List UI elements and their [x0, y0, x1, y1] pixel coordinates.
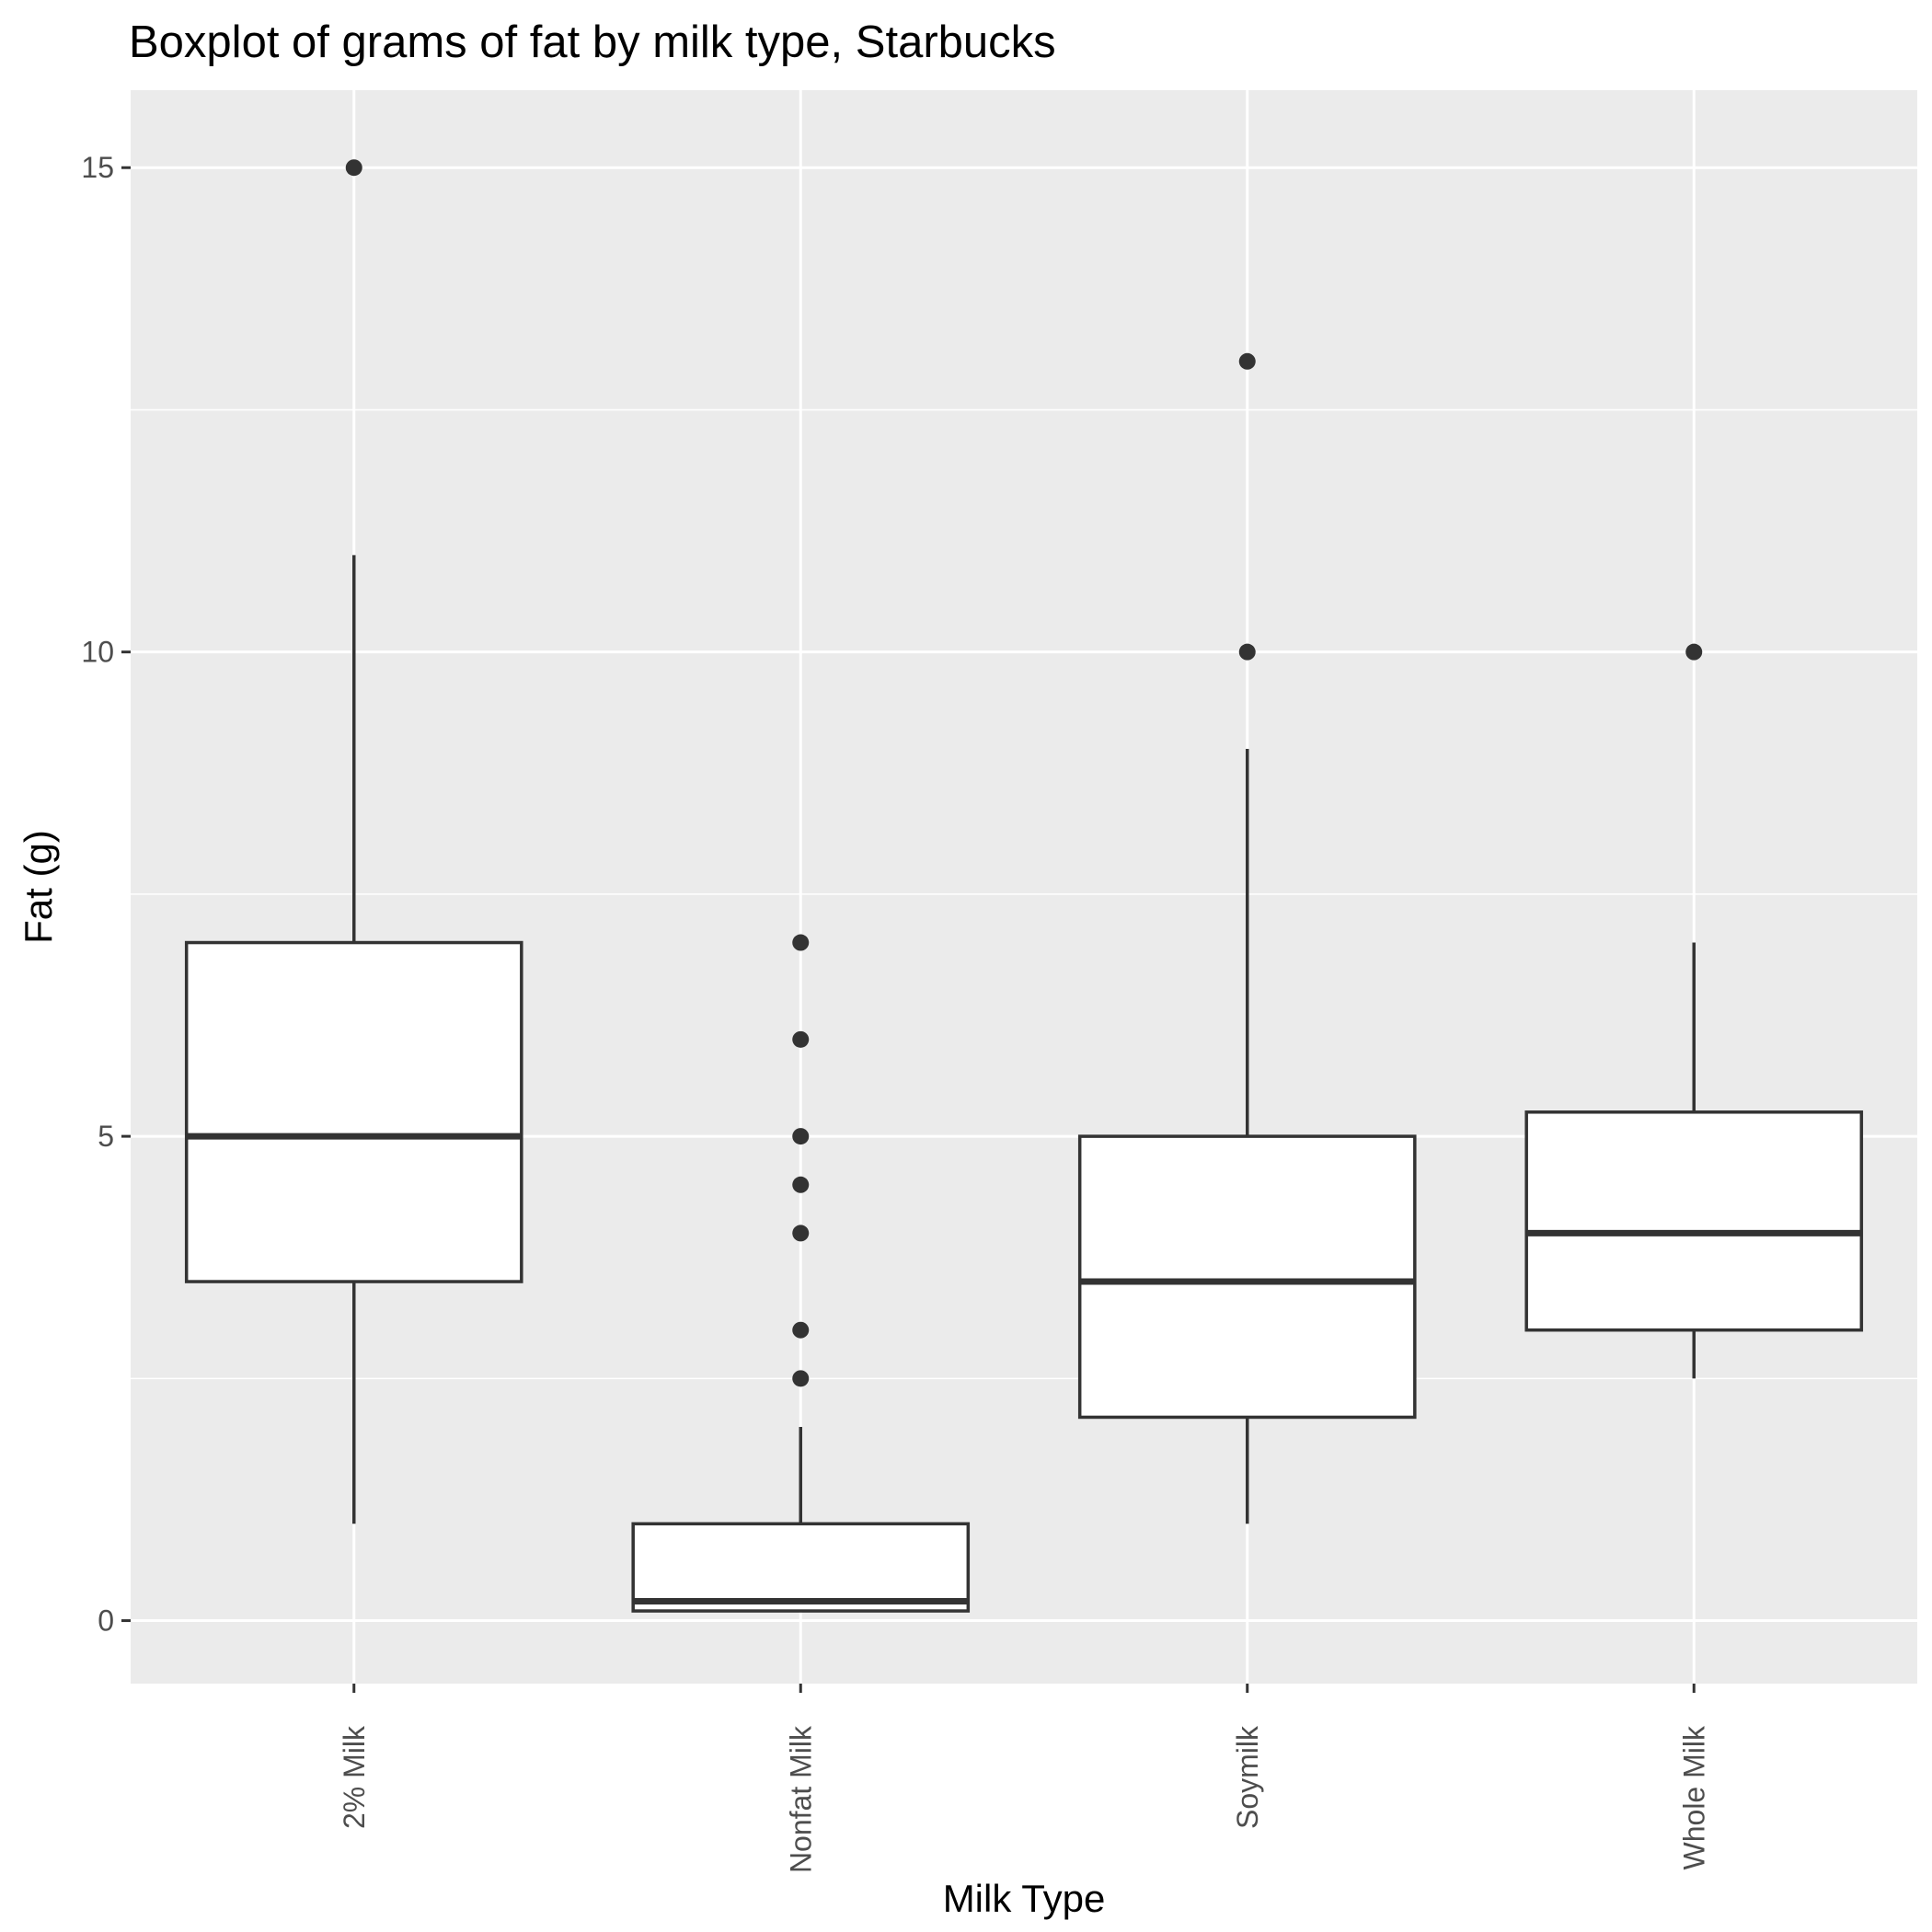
iqr-box	[1077, 1134, 1417, 1420]
outlier-point	[792, 1321, 810, 1339]
outlier-point	[792, 934, 810, 951]
outlier-point	[792, 1176, 810, 1193]
box-whole-milk	[1524, 643, 1864, 1379]
y-axis-title: Fat (g)	[17, 830, 60, 944]
y-tick-label: 0	[98, 1604, 114, 1638]
x-tick-label: Nonfat Milk	[784, 1725, 817, 1873]
outlier-point	[792, 1030, 810, 1048]
outlier-point	[1238, 643, 1256, 661]
outlier-point	[345, 159, 362, 177]
iqr-box	[1524, 1110, 1864, 1332]
x-tick-label: Whole Milk	[1677, 1725, 1710, 1869]
iqr-box	[184, 940, 523, 1283]
chart-title: Boxplot of grams of fat by milk type, St…	[129, 17, 1056, 67]
box-soymilk	[1077, 352, 1417, 1524]
outlier-point	[792, 1370, 810, 1387]
outlier-point	[792, 1128, 810, 1145]
outlier-point	[1685, 643, 1703, 661]
y-tick-label: 5	[98, 1120, 114, 1153]
box-2-milk	[184, 159, 523, 1524]
outlier-point	[1238, 352, 1256, 370]
y-tick-label: 10	[81, 636, 114, 669]
box-nonfat-milk	[631, 934, 971, 1613]
outlier-point	[792, 1225, 810, 1242]
marks-layer	[184, 159, 1864, 1613]
x-axis-title: Milk Type	[943, 1877, 1106, 1920]
iqr-box	[631, 1522, 971, 1613]
x-tick-label: Soymilk	[1231, 1725, 1264, 1829]
axis-layer: 0 5 10 15 2% Milk Nonfat Milk Soymilk Whole Mil…	[81, 151, 1710, 1873]
y-tick-label: 15	[81, 151, 114, 184]
x-tick-label: 2% Milk	[338, 1725, 371, 1829]
plot-panel	[131, 90, 1917, 1684]
